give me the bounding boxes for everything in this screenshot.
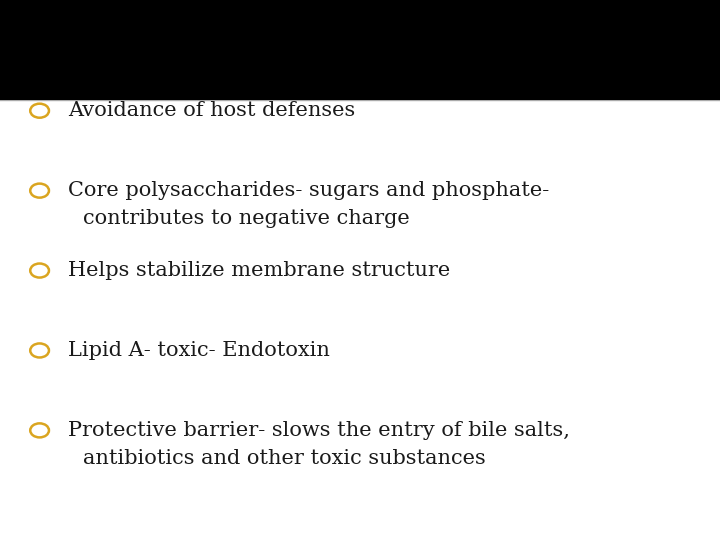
Text: Protective barrier- slows the entry of bile salts,: Protective barrier- slows the entry of b…	[68, 421, 570, 440]
Text: contributes to negative charge: contributes to negative charge	[83, 209, 410, 228]
Text: Lipid A- toxic- Endotoxin: Lipid A- toxic- Endotoxin	[68, 341, 330, 360]
Text: Avoidance of host defenses: Avoidance of host defenses	[68, 101, 356, 120]
Text: LPS LAYER- FUNCTIONS: LPS LAYER- FUNCTIONS	[122, 33, 598, 67]
Text: Helps stabilize membrane structure: Helps stabilize membrane structure	[68, 261, 451, 280]
Text: Core polysaccharides- sugars and phosphate-: Core polysaccharides- sugars and phospha…	[68, 181, 549, 200]
Text: antibiotics and other toxic substances: antibiotics and other toxic substances	[83, 449, 485, 468]
